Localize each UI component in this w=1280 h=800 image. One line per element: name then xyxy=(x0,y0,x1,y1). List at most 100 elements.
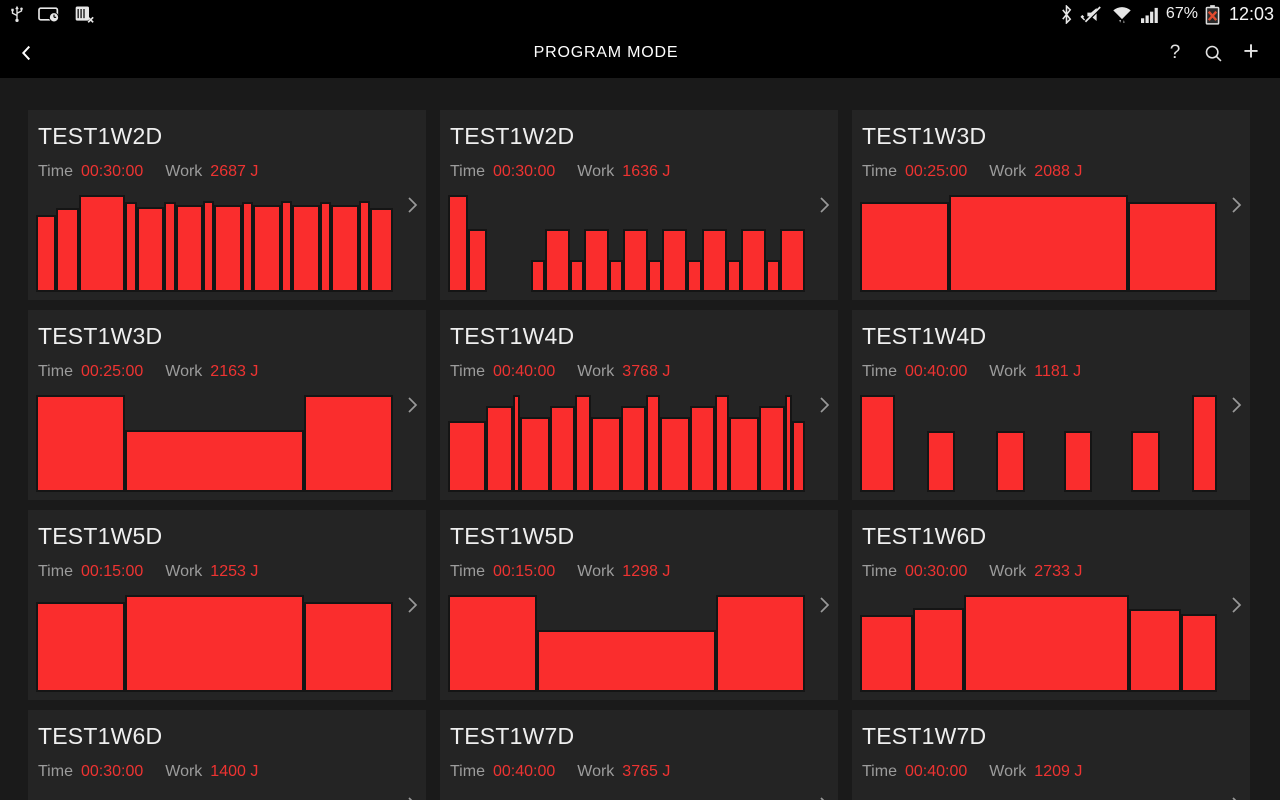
program-card[interactable]: TEST1W4D Time 00:40:00 Work 3768 J xyxy=(440,310,838,500)
chart-bar xyxy=(214,204,243,292)
program-card[interactable]: TEST1W7D Time 00:40:00 Work 3765 J xyxy=(440,710,838,800)
chart-bar xyxy=(948,195,1129,292)
time-label: Time xyxy=(450,163,485,180)
chart-bar xyxy=(448,595,538,692)
program-name: TEST1W3D xyxy=(862,123,987,149)
program-name: TEST1W5D xyxy=(450,523,575,549)
search-button[interactable] xyxy=(1194,28,1232,78)
add-button[interactable]: + xyxy=(1232,28,1270,78)
time-value: 00:15:00 xyxy=(80,563,144,580)
chart-bar xyxy=(765,260,780,292)
chart-bar xyxy=(964,595,1130,692)
program-card[interactable]: TEST1W3D Time 00:25:00 Work 2163 J xyxy=(28,310,426,500)
work-label: Work xyxy=(577,563,615,580)
chart-bar xyxy=(486,405,513,492)
chart-bar xyxy=(646,395,661,492)
chart-bar xyxy=(1181,614,1217,692)
status-bar-right: 67% 12:03 xyxy=(1060,4,1274,25)
chart-bar xyxy=(512,395,520,492)
chart-bar xyxy=(304,601,393,692)
time-value: 00:30:00 xyxy=(80,163,144,180)
chart-bar xyxy=(584,228,610,292)
work-value: 1298 J xyxy=(622,563,671,580)
program-card[interactable]: TEST1W2D Time 00:30:00 Work 1636 J xyxy=(440,110,838,300)
chart-bar xyxy=(784,395,792,492)
time-value: 00:40:00 xyxy=(492,363,556,380)
signal-strength-icon xyxy=(1140,7,1158,23)
help-button[interactable]: ? xyxy=(1156,28,1194,78)
time-value: 00:25:00 xyxy=(904,163,968,180)
mute-vibrate-icon xyxy=(1080,5,1102,23)
chevron-right-icon xyxy=(1232,797,1237,800)
chevron-right-icon xyxy=(408,397,418,413)
work-value: 2163 J xyxy=(210,363,259,380)
search-icon xyxy=(1205,45,1221,61)
program-bar-chart xyxy=(448,395,805,492)
program-card[interactable]: TEST1W2D Time 00:30:00 Work 2687 J xyxy=(28,110,426,300)
chart-bar xyxy=(609,260,624,292)
chart-bar xyxy=(575,395,591,492)
program-card[interactable]: TEST1W5D Time 00:15:00 Work 1253 J xyxy=(28,510,426,700)
program-info: Time 00:40:00 Work 1181 J xyxy=(862,363,1250,381)
chart-bar xyxy=(662,228,688,292)
header-actions: ? + xyxy=(1156,28,1280,78)
program-bar-chart xyxy=(860,795,1217,800)
time-label: Time xyxy=(862,763,897,780)
time-label: Time xyxy=(38,763,73,780)
work-label: Work xyxy=(577,163,615,180)
wifi-icon xyxy=(1113,6,1131,23)
work-value: 1181 J xyxy=(1034,363,1082,380)
chart-bar xyxy=(689,405,715,492)
time-value: 00:40:00 xyxy=(904,363,968,380)
program-card[interactable]: TEST1W3D Time 00:25:00 Work 2088 J xyxy=(852,110,1250,300)
back-button[interactable] xyxy=(0,28,54,78)
program-card[interactable]: TEST1W4D Time 00:40:00 Work 1181 J xyxy=(852,310,1250,500)
chart-bar xyxy=(537,629,716,692)
program-card[interactable]: TEST1W6D Time 00:30:00 Work 1400 J xyxy=(28,710,426,800)
work-label: Work xyxy=(165,563,203,580)
program-info: Time 00:25:00 Work 2088 J xyxy=(862,163,1250,181)
program-info: Time 00:30:00 Work 1636 J xyxy=(450,163,838,181)
program-name: TEST1W4D xyxy=(450,323,575,349)
time-label: Time xyxy=(38,563,73,580)
program-name: TEST1W3D xyxy=(38,323,163,349)
chart-bar xyxy=(1192,395,1217,492)
chart-bar xyxy=(36,395,125,492)
work-value: 2687 J xyxy=(210,163,259,180)
chart-bar xyxy=(320,201,332,292)
program-card[interactable]: TEST1W5D Time 00:15:00 Work 1298 J xyxy=(440,510,838,700)
time-label: Time xyxy=(862,363,897,380)
program-card[interactable]: TEST1W7D Time 00:40:00 Work 1209 J xyxy=(852,710,1250,800)
chart-bar xyxy=(124,429,305,492)
chart-bar xyxy=(164,201,176,292)
work-label: Work xyxy=(989,363,1027,380)
program-info: Time 00:40:00 Work 3768 J xyxy=(450,363,838,381)
program-name: TEST1W4D xyxy=(862,323,987,349)
chart-bar xyxy=(1064,430,1092,492)
chart-bar xyxy=(623,228,649,292)
chart-bar xyxy=(448,421,487,492)
time-label: Time xyxy=(862,163,897,180)
program-name: TEST1W2D xyxy=(38,123,163,149)
work-label: Work xyxy=(165,163,203,180)
program-card[interactable]: TEST1W6D Time 00:30:00 Work 2733 J xyxy=(852,510,1250,700)
chart-bar xyxy=(281,200,293,292)
work-label: Work xyxy=(989,563,1027,580)
chart-bar xyxy=(1130,430,1161,492)
chart-bar xyxy=(550,405,576,492)
work-label: Work xyxy=(577,363,615,380)
time-value: 00:30:00 xyxy=(492,163,556,180)
battery-error-icon xyxy=(1205,4,1220,25)
chart-bar xyxy=(203,200,215,292)
chevron-right-icon xyxy=(1232,397,1242,413)
chart-bar xyxy=(136,206,165,292)
program-info: Time 00:15:00 Work 1298 J xyxy=(450,563,838,581)
work-label: Work xyxy=(989,163,1027,180)
bluetooth-icon xyxy=(1062,4,1072,24)
chart-bar xyxy=(740,228,766,292)
program-info: Time 00:40:00 Work 1209 J xyxy=(862,763,1250,781)
time-value: 00:15:00 xyxy=(492,563,556,580)
program-bar-chart xyxy=(448,195,805,292)
program-name: TEST1W5D xyxy=(38,523,163,549)
program-info: Time 00:30:00 Work 2687 J xyxy=(38,163,426,181)
